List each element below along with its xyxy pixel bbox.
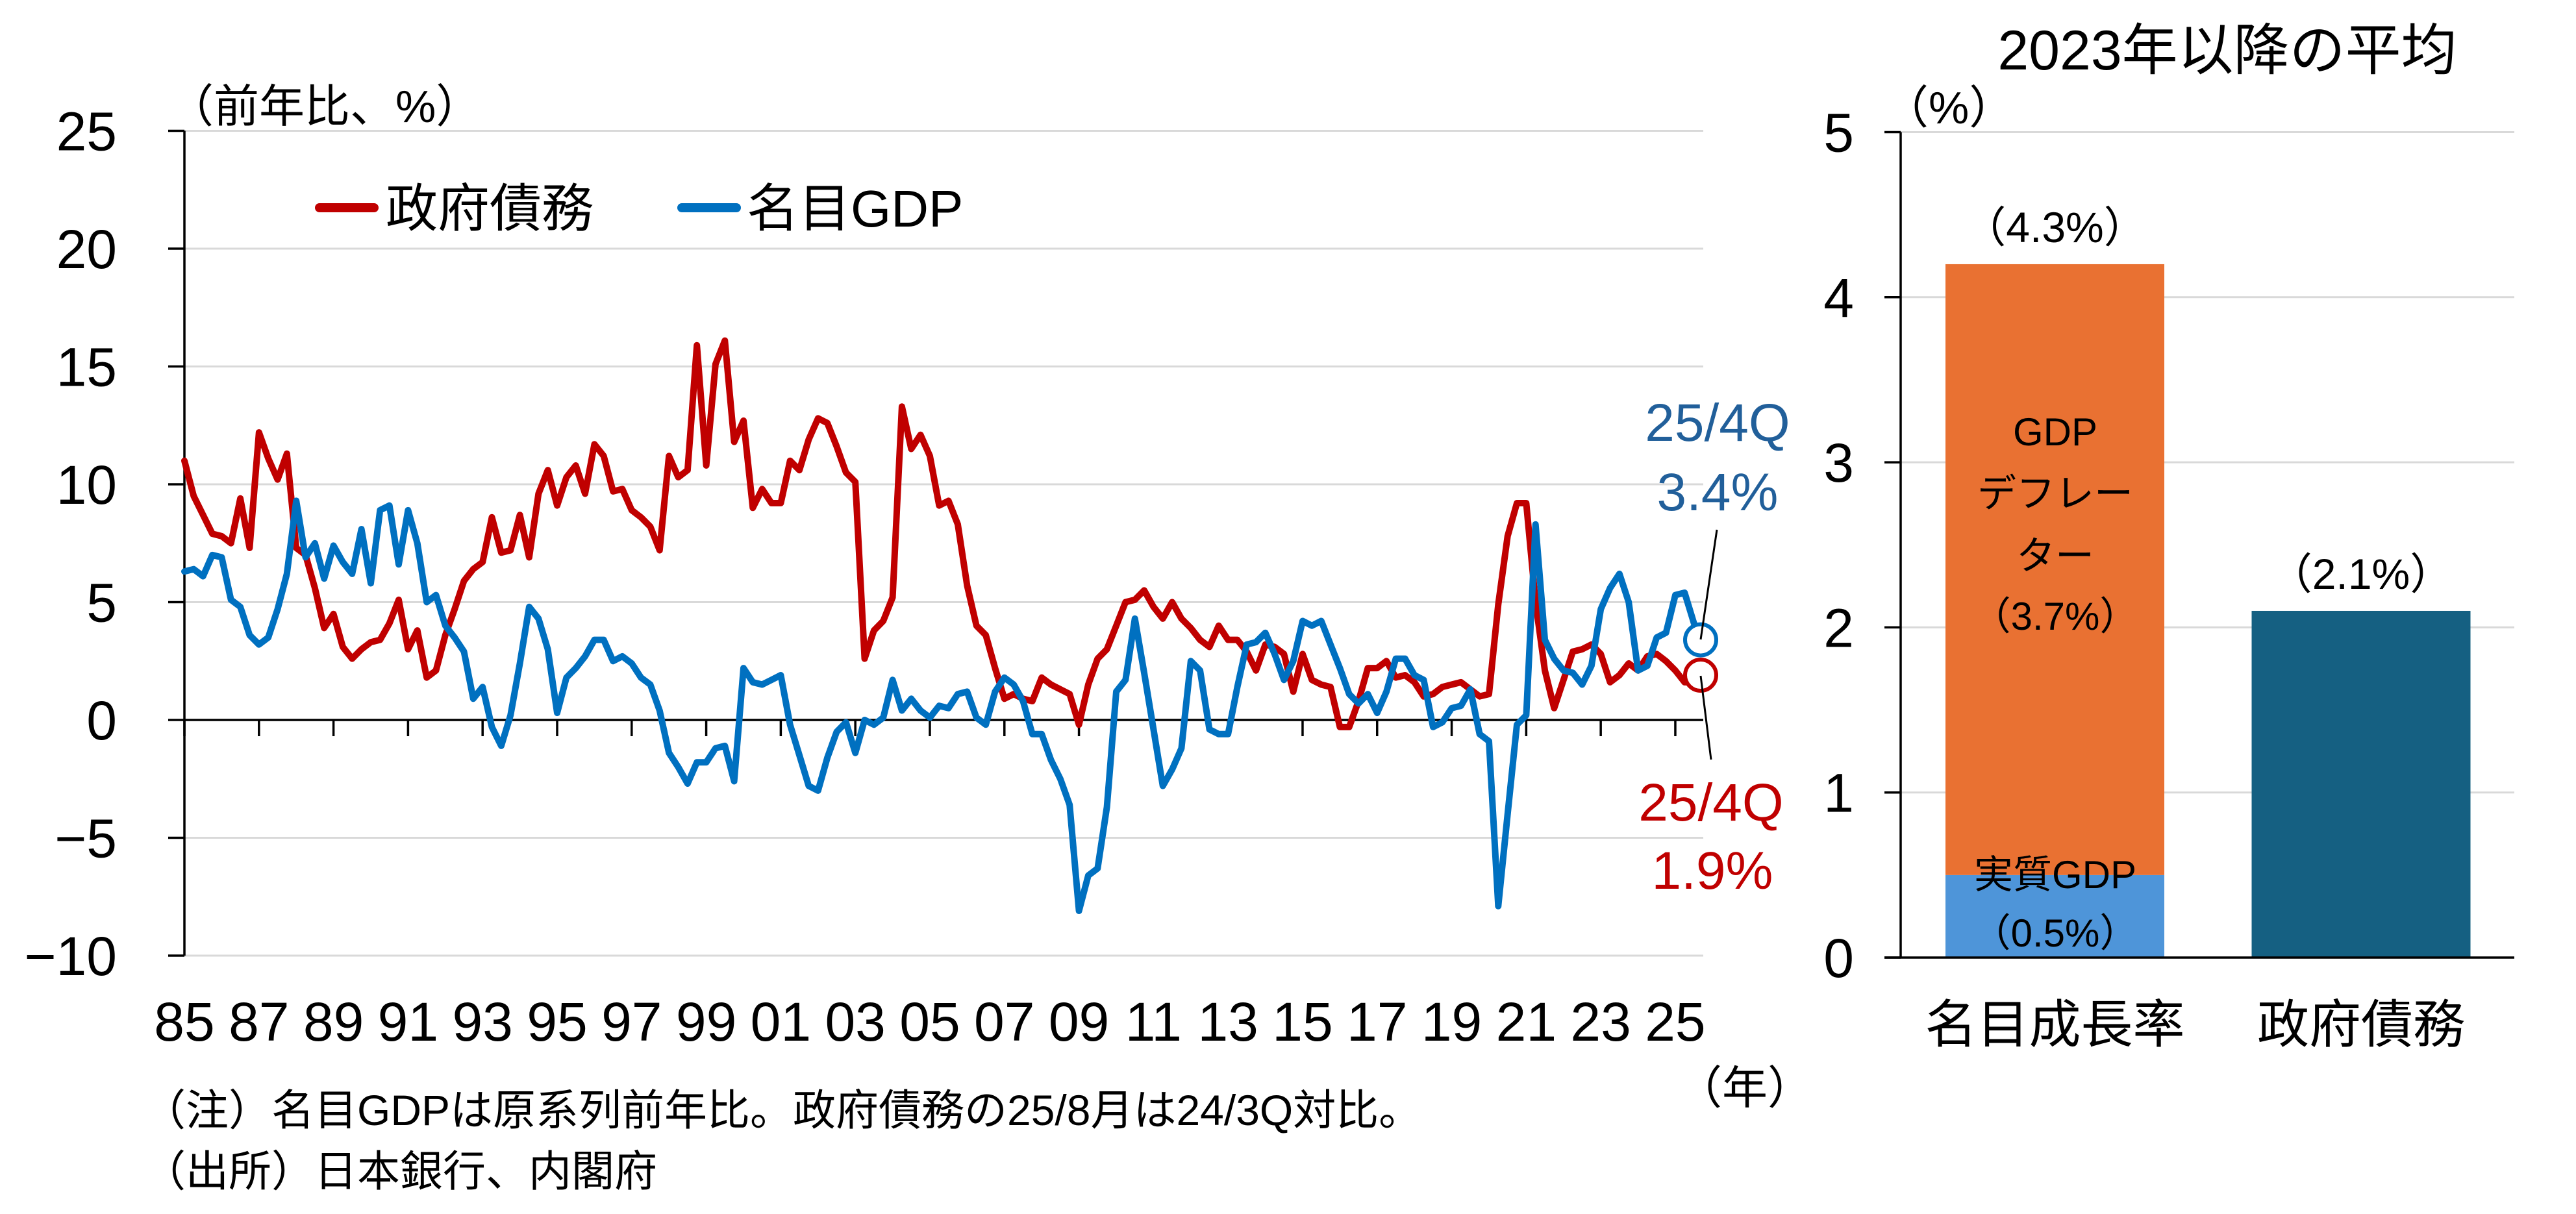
y-tick-label: 5 [1823,103,1854,164]
segment-label-value: （0.5%） [1972,911,2139,955]
note-line: （注）名目GDPは原系列前年比。政府債務の25/8月は24/3Q対比。 [143,1086,1421,1134]
y-tick-label: 20 [56,219,117,280]
y-tick-label: 0 [86,690,117,751]
x-tick-label: 99 [676,991,736,1052]
y-tick-label: 2 [1823,597,1854,658]
y-tick-label: 3 [1823,432,1854,493]
legend-item-government-debt: 政府債務 [315,180,594,238]
x-tick-label: 97 [601,991,662,1052]
segment-label-gdp-deflator: GDP デフレー ター （3.7%） [1972,410,2139,638]
x-tick-label: 15 [1272,991,1332,1052]
annotation-value: 1.9% [1652,841,1773,900]
x-tick-label: 25 [1645,991,1705,1052]
line-chart-x-tick-labels: 85 87 89 91 93 95 97 99 01 03 05 07 09 11 13 15 17 19 21 23… [154,991,1705,1052]
x-tick-label: 87 [229,991,289,1052]
x-axis-unit-label: （年） [1677,1063,1813,1113]
y-axis-unit-label: （前年比、%） [168,81,481,132]
bar-total-label: （4.3%） [1963,203,2146,251]
line-chart-end-markers [1683,622,1718,693]
annotation-government-debt: 25/4Q 1.9% [1638,675,1784,900]
category-label: 政府債務 [2257,996,2465,1054]
bar-chart-axes [1884,130,2514,959]
annotation-value: 3.4% [1657,463,1779,522]
x-tick-label: 93 [452,991,512,1052]
end-marker-government-debt [1683,658,1718,693]
y-tick-label: 5 [86,573,117,634]
line-chart-series [181,337,1707,914]
segment-label-line: ター [2016,534,2094,578]
legend: 政府債務 名目GDP [315,180,963,238]
x-tick-label: 09 [1049,991,1109,1052]
series-line-nominal-gdp [181,497,1707,914]
x-tick-label: 17 [1347,991,1407,1052]
bar-segment-real-gdp [1945,874,2164,958]
x-tick-label: 91 [378,991,438,1052]
x-tick-label: 89 [303,991,364,1052]
x-tick-label: 03 [825,991,885,1052]
segment-label-line: デフレー [1977,472,2133,515]
source-line: （出所）日本銀行、内閣府 [143,1147,657,1195]
line-chart-axes [168,129,1703,957]
segment-label-real-gdp: 実質GDP （0.5%） [1972,853,2139,955]
y-tick-label: 15 [56,337,117,398]
x-tick-label: 05 [899,991,960,1052]
segment-label-line: 実質GDP [1974,853,2136,897]
line-chart-y-tick-labels: −10 −5 0 5 10 15 20 25 [25,101,118,987]
y-tick-label: 4 [1823,267,1854,328]
y-tick-label: 10 [56,454,117,515]
bar-segment-government-debt [2251,610,2471,958]
bar-chart-bars [1945,264,2471,958]
bar-segment-gdp-deflator [1945,264,2164,875]
x-tick-label: 19 [1421,991,1482,1052]
annotation-nominal-gdp: 25/4Q 3.4% [1645,393,1790,640]
legend-label-nominal-gdp: 名目GDP [747,180,963,238]
legend-label-government-debt: 政府債務 [386,180,594,238]
x-tick-label: 13 [1197,991,1258,1052]
bar-chart-title: 2023年以降の平均 [1997,19,2457,82]
annotation-period: 25/4Q [1645,393,1790,452]
segment-label-line: GDP [2013,410,2097,454]
x-tick-label: 01 [751,991,811,1052]
bar-total-label: （2.1%） [2270,550,2453,598]
bar-chart-y-tick-labels: 0 1 2 3 4 5 [1823,103,1854,989]
y-tick-label: 0 [1823,928,1854,989]
x-tick-label: 07 [974,991,1034,1052]
x-tick-label: 85 [154,991,214,1052]
y-tick-label: −10 [25,926,118,987]
bar-chart-labels: （4.3%） 名目成長率 （2.1%） 政府債務 [1925,203,2466,1054]
x-tick-label: 95 [527,991,587,1052]
x-tick-label: 11 [1125,991,1182,1052]
bar-chart-unit-label: （%） [1883,82,2014,133]
segment-label-value: （3.7%） [1972,595,2139,638]
legend-item-nominal-gdp: 名目GDP [677,180,963,238]
y-tick-label: 1 [1823,763,1854,824]
footnotes: （注）名目GDPは原系列前年比。政府債務の25/8月は24/3Q対比。 （出所）… [143,1086,1421,1195]
end-marker-nominal-gdp [1683,622,1718,658]
y-tick-label: 25 [56,101,117,162]
series-line-government-debt [181,337,1707,730]
annotation-leader-line [1699,675,1712,760]
y-tick-label: −5 [55,808,117,869]
annotation-leader-line [1699,529,1718,640]
x-tick-label: 23 [1570,991,1631,1052]
bar-chart: 2023年以降の平均 （%） 0 1 2 3 4 5 （4.3%） 名目成長率 （2.1%） 政… [1823,19,2514,1054]
category-label: 名目成長率 [1925,996,2185,1054]
x-tick-label: 21 [1496,991,1557,1052]
annotation-period: 25/4Q [1638,773,1783,832]
